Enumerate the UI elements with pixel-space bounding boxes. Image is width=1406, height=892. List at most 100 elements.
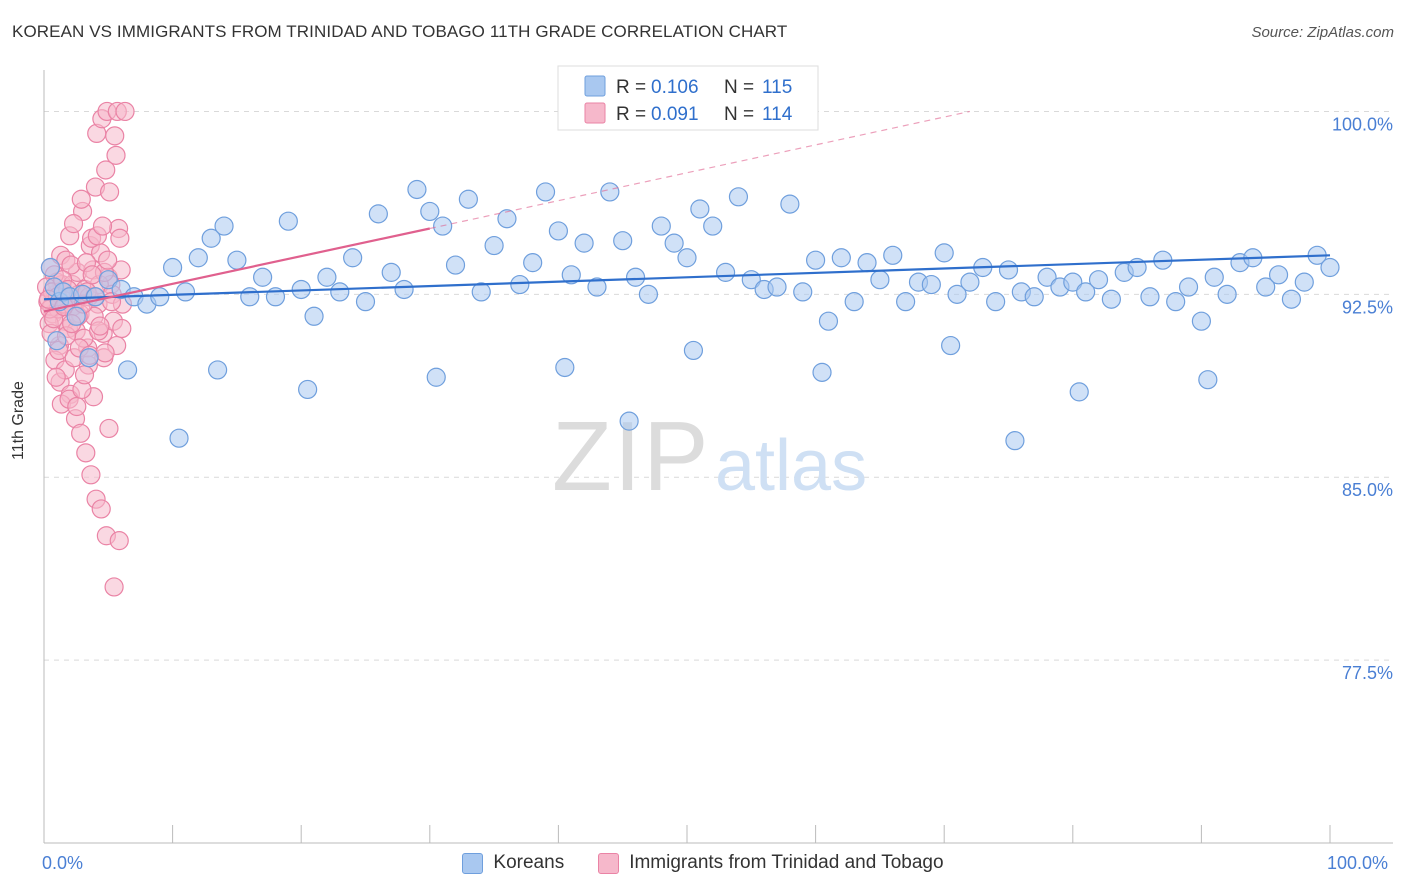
legend-swatch-koreans-bottom (462, 852, 484, 874)
point-koreans (523, 253, 543, 273)
point-koreans (1217, 284, 1237, 304)
point-koreans (998, 260, 1019, 280)
legend-bottom: Koreans Immigrants from Trinidad and Tob… (0, 852, 1406, 874)
source-label: Source: ZipAtlas.com (1251, 24, 1394, 41)
point-koreans (600, 182, 620, 202)
point-trinidad (67, 396, 87, 417)
axes (43, 70, 1393, 844)
point-koreans (960, 272, 980, 292)
point-koreans (66, 306, 86, 326)
point-trinidad (109, 531, 129, 551)
point-koreans (1198, 370, 1218, 390)
point-koreans (1166, 292, 1186, 312)
point-koreans (812, 362, 832, 382)
point-trinidad (104, 577, 124, 597)
point-koreans (330, 282, 350, 302)
point-koreans (445, 255, 466, 275)
grid-lines (44, 110, 1393, 661)
point-koreans (921, 274, 941, 295)
point-koreans (818, 311, 839, 331)
point-trinidad (99, 182, 120, 202)
point-koreans (651, 216, 671, 236)
legend-koreans-n-value: 115 (762, 77, 792, 98)
point-koreans (683, 340, 704, 361)
x-tick-min: 0.0% (42, 853, 84, 873)
point-koreans (298, 379, 318, 400)
point-trinidad (92, 216, 113, 236)
point-koreans (844, 292, 864, 312)
point-koreans (150, 287, 170, 307)
point-koreans (497, 209, 517, 229)
point-koreans (780, 194, 800, 214)
point-koreans (934, 243, 954, 263)
chart-title: KOREAN VS IMMIGRANTS FROM TRINIDAD AND T… (12, 22, 788, 41)
point-koreans (510, 274, 530, 295)
y-tick-label: 100.0% (1332, 114, 1393, 134)
point-koreans (163, 257, 183, 278)
legend-label-trinidad: Immigrants from Trinidad and Tobago (629, 852, 944, 873)
legend-item-koreans[interactable]: Koreans (462, 852, 564, 874)
legend-swatch-koreans (584, 75, 606, 97)
point-koreans (619, 411, 639, 431)
point-trinidad (96, 160, 116, 180)
point-trinidad (105, 126, 125, 146)
point-koreans (555, 357, 575, 378)
legend-koreans-r-label: R = (616, 77, 646, 98)
point-trinidad (91, 499, 111, 519)
point-koreans (240, 287, 260, 307)
point-koreans (613, 231, 633, 251)
x-tick-max: 100.0% (1327, 853, 1389, 873)
point-koreans (355, 292, 376, 312)
legend-item-trinidad[interactable]: Immigrants from Trinidad and Tobago (598, 852, 944, 874)
legend-trinidad-r-value: 0.091 (651, 104, 699, 125)
point-trinidad (99, 418, 119, 439)
point-koreans (638, 284, 659, 304)
point-koreans (947, 284, 967, 304)
point-koreans (420, 201, 440, 222)
trend-line-trinidad-solid (43, 227, 431, 313)
point-koreans (535, 182, 556, 202)
point-koreans (426, 367, 446, 387)
point-koreans (1256, 277, 1276, 297)
legend-top: R = 0.106 N = 115 R = 0.091 N = 114 (557, 65, 819, 131)
point-trinidad (98, 250, 118, 270)
point-trinidad (76, 443, 96, 463)
point-koreans (253, 267, 273, 287)
point-trinidad (90, 316, 110, 336)
point-koreans (574, 233, 594, 253)
legend-koreans-n-label: N = (724, 77, 754, 98)
point-koreans (1088, 270, 1109, 290)
point-koreans (175, 282, 196, 302)
y-tick-label: 92.5% (1342, 297, 1393, 317)
point-koreans (1005, 431, 1025, 451)
trend-lines (43, 110, 1331, 313)
point-koreans (857, 253, 877, 273)
point-trinidad (71, 423, 91, 443)
point-koreans (831, 248, 851, 268)
point-trinidad (82, 265, 102, 285)
series-koreans-points (40, 179, 1340, 451)
y-tick-labels: 77.5% 85.0% 92.5% 100.0% (1332, 114, 1393, 683)
point-koreans (214, 216, 234, 236)
point-koreans (587, 277, 607, 297)
point-koreans (703, 216, 723, 236)
point-koreans (870, 270, 890, 290)
legend-label-koreans: Koreans (493, 852, 565, 873)
point-koreans (728, 187, 749, 207)
point-koreans (368, 204, 388, 224)
point-koreans (484, 235, 504, 256)
point-koreans (1268, 265, 1289, 285)
point-trinidad (81, 465, 101, 485)
point-trinidad (106, 145, 126, 165)
point-koreans (896, 292, 916, 312)
point-trinidad (110, 228, 130, 248)
point-koreans (1101, 289, 1121, 309)
point-koreans (407, 179, 427, 200)
point-trinidad (46, 367, 66, 387)
point-koreans (883, 245, 903, 265)
point-koreans (1294, 272, 1314, 292)
watermark-atlas: atlas (715, 426, 867, 506)
point-koreans (664, 233, 684, 253)
point-koreans (227, 250, 247, 270)
